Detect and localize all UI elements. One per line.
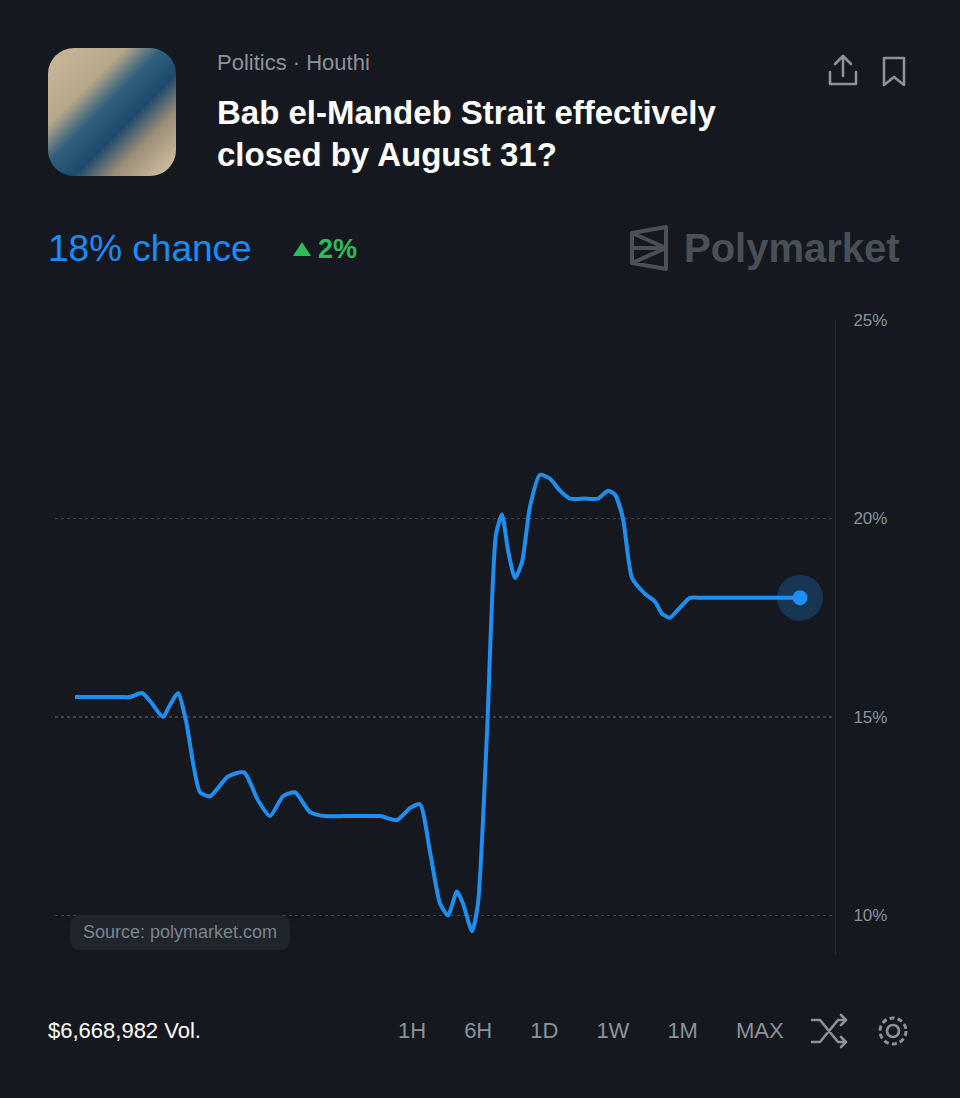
- svg-text:10%: 10%: [853, 906, 887, 925]
- html-text:MAX: MAX: [735, 1018, 784, 1043]
- html-text:1M: 1M: [667, 1018, 698, 1043]
- html-text:18% chance: 18% chance: [48, 228, 252, 269]
- svg-text:15%: 15%: [853, 708, 887, 727]
- html-text:1H: 1H: [398, 1018, 427, 1043]
- html-text:Polymarket: Polymarket: [684, 226, 900, 270]
- html-text:$6,668,982 Vol.: $6,668,982 Vol.: [48, 1018, 201, 1043]
- html-text:Source: polymarket.com: Source: polymarket.com: [83, 922, 278, 942]
- html-text:6H: 6H: [464, 1018, 493, 1043]
- html-text:Bab el-Mandeb Strait effective: Bab el-Mandeb Strait effectively closed …: [217, 94, 716, 173]
- html-text:Politics · Houthi: Politics · Houthi: [217, 50, 370, 75]
- html-text:2%: 2%: [318, 234, 357, 264]
- html-text:1D: 1D: [530, 1018, 559, 1043]
- svg-text:20%: 20%: [853, 509, 887, 528]
- html-text:1W: 1W: [596, 1018, 630, 1043]
- svg-text:25%: 25%: [853, 311, 887, 330]
